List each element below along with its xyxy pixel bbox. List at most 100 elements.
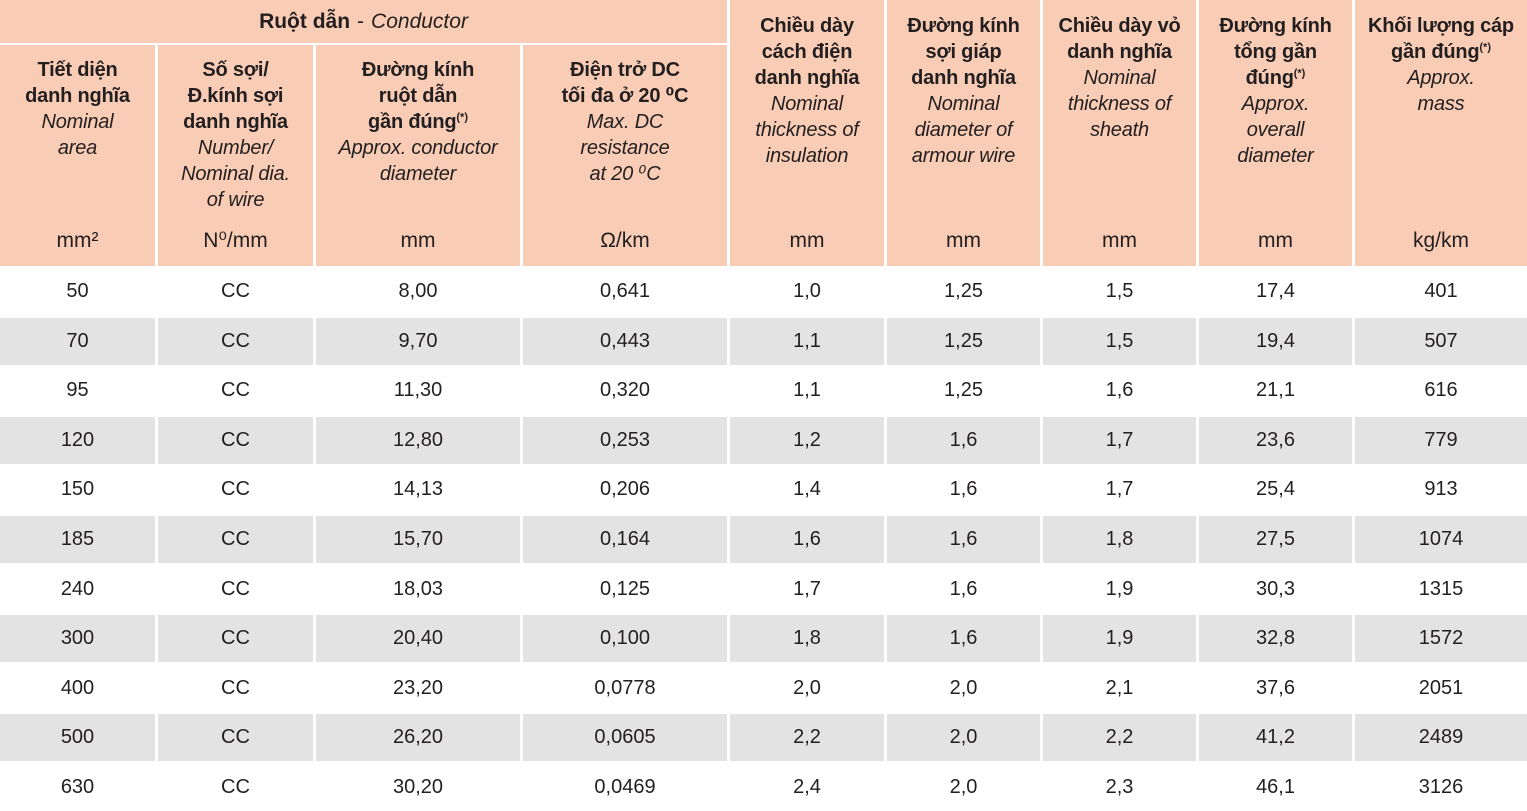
cell: 0,641 <box>520 268 727 316</box>
cell: 2,0 <box>884 664 1040 712</box>
cell: 12,80 <box>313 416 520 465</box>
cell: 18,03 <box>313 565 520 613</box>
cell: CC <box>155 515 313 564</box>
cell: 0,320 <box>520 367 727 415</box>
column-header-approx-mass: Khối lượng cáp gần đúng(*) Approx. mass kg… <box>1352 0 1527 266</box>
cell: CC <box>155 713 313 762</box>
cell: 1,9 <box>1040 565 1196 613</box>
column-header-conductor-diameter: Đường kính ruột dẫn gần đúng(*) Approx. co… <box>313 45 520 222</box>
column-header-sheath-thickness: Chiều dày vỏ danh nghĩa Nominal thickness … <box>1040 0 1196 266</box>
column-header-insulation-thickness: Chiều dày cách điện danh nghĩa Nominal thic… <box>727 0 884 266</box>
cell: 2,1 <box>1040 664 1196 712</box>
cell: 616 <box>1352 367 1527 415</box>
cell: 1,6 <box>884 466 1040 514</box>
cell: 14,13 <box>313 466 520 514</box>
unit-label: mm <box>1258 229 1293 252</box>
cell: 401 <box>1352 268 1527 316</box>
table-row: 120 CC 12,80 0,253 1,2 1,6 1,7 23,6 779 <box>0 414 1527 465</box>
table-row: 300 CC 20,40 0,100 1,8 1,6 1,9 32,8 1572 <box>0 612 1527 663</box>
cell: 2489 <box>1352 713 1527 762</box>
cell: 19,4 <box>1196 317 1352 366</box>
cell: 30,20 <box>313 763 520 811</box>
cell: 150 <box>60 478 95 501</box>
unit-cell: mm² <box>0 222 155 266</box>
header-vi: Đường kính tổng gần đúng(*) <box>1219 15 1332 89</box>
table-row: 500 CC 26,20 0,0605 2,2 2,0 2,2 41,2 2489 <box>0 711 1527 762</box>
cell: 1,25 <box>884 317 1040 366</box>
cell: 1,6 <box>884 515 1040 564</box>
unit-label: mm² <box>56 229 99 252</box>
unit-label: N⁰/mm <box>203 229 268 252</box>
cell: 1315 <box>1352 565 1527 613</box>
cell: 15,70 <box>313 515 520 564</box>
cell: 41,2 <box>1196 713 1352 762</box>
cell: CC <box>155 416 313 465</box>
unit-cell: mm <box>313 222 520 266</box>
cell: 0,253 <box>520 416 727 465</box>
cell: 20,40 <box>313 614 520 663</box>
unit-label: mm <box>1102 229 1137 252</box>
cell: 50 <box>66 280 89 303</box>
cell: 8,00 <box>313 268 520 316</box>
table-row: 630 CC 30,20 0,0469 2,4 2,0 2,3 46,1 3126 <box>0 761 1527 811</box>
cell: 1,8 <box>1040 515 1196 564</box>
cell: 11,30 <box>313 367 520 415</box>
table-row: 50 CC 8,00 0,641 1,0 1,25 1,5 17,4 401 <box>0 266 1527 316</box>
unit-label: mm <box>789 229 825 252</box>
column-header-nominal-area: Tiết diện danh nghĩa Nominal area <box>0 45 155 222</box>
cell: CC <box>155 466 313 514</box>
header-vi: Đường kính ruột dẫn gần đúng(*) <box>361 59 475 133</box>
cell: 507 <box>1352 317 1527 366</box>
cell: 400 <box>60 676 95 699</box>
header-en: Nominal thickness of sheath <box>1067 67 1172 141</box>
cell: 17,4 <box>1196 268 1352 316</box>
table-row: 150 CC 14,13 0,206 1,4 1,6 1,7 25,4 913 <box>0 464 1527 514</box>
header-vi: Khối lượng cáp gần đúng(*) <box>1368 15 1514 63</box>
table-header: Ruột dẫn - Conductor Tiết diện danh nghĩa… <box>0 0 1527 266</box>
conductor-group-header: Ruột dẫn - Conductor <box>0 0 727 45</box>
cell: 1,6 <box>727 515 884 564</box>
column-header-overall-diameter: Đường kính tổng gần đúng(*) Approx. overall… <box>1196 0 1352 266</box>
cell: 300 <box>60 627 95 650</box>
unit-label: Ω/km <box>600 229 650 252</box>
group-title-en: Conductor <box>371 9 468 33</box>
cell: 2,4 <box>727 763 884 811</box>
cell: 1,7 <box>1040 416 1196 465</box>
cell: 2,0 <box>727 664 884 712</box>
table-row: 70 CC 9,70 0,443 1,1 1,25 1,5 19,4 507 <box>0 315 1527 366</box>
cell: 1,2 <box>727 416 884 465</box>
cell: 0,0605 <box>520 713 727 762</box>
cell: 2,2 <box>727 713 884 762</box>
table-row: 185 CC 15,70 0,164 1,6 1,6 1,8 27,5 1074 <box>0 513 1527 564</box>
cell: 0,125 <box>520 565 727 613</box>
cell: 23,20 <box>313 664 520 712</box>
cell: 0,100 <box>520 614 727 663</box>
cell: 1,7 <box>727 565 884 613</box>
unit-label: kg/km <box>1412 229 1469 252</box>
cell: 1,8 <box>727 614 884 663</box>
cell: 1,1 <box>727 317 884 366</box>
cell: 0,206 <box>520 466 727 514</box>
cell: 1,25 <box>884 268 1040 316</box>
cell: 1,25 <box>884 367 1040 415</box>
cell: 1074 <box>1352 515 1527 564</box>
group-title-separator: - <box>357 9 365 33</box>
unit-label: mm <box>400 229 436 252</box>
cell: 0,0469 <box>520 763 727 811</box>
cell: 2,3 <box>1040 763 1196 811</box>
header-en: Nominal diameter of armour wire <box>911 93 1016 167</box>
cell: CC <box>155 367 313 415</box>
cell: CC <box>155 565 313 613</box>
cell: 46,1 <box>1196 763 1352 811</box>
cell: 37,6 <box>1196 664 1352 712</box>
cell: 1,6 <box>1040 367 1196 415</box>
cell: 120 <box>60 428 95 451</box>
column-header-armour-wire-diameter: Đường kính sợi giáp danh nghĩa Nominal diam… <box>884 0 1040 266</box>
table-row: 400 CC 23,20 0,0778 2,0 2,0 2,1 37,6 2051 <box>0 662 1527 712</box>
cell: 2,0 <box>884 713 1040 762</box>
cell: 2,2 <box>1040 713 1196 762</box>
cell: 26,20 <box>313 713 520 762</box>
cell: 185 <box>60 528 95 550</box>
header-vi: Chiều dày vỏ danh nghĩa <box>1058 15 1181 63</box>
